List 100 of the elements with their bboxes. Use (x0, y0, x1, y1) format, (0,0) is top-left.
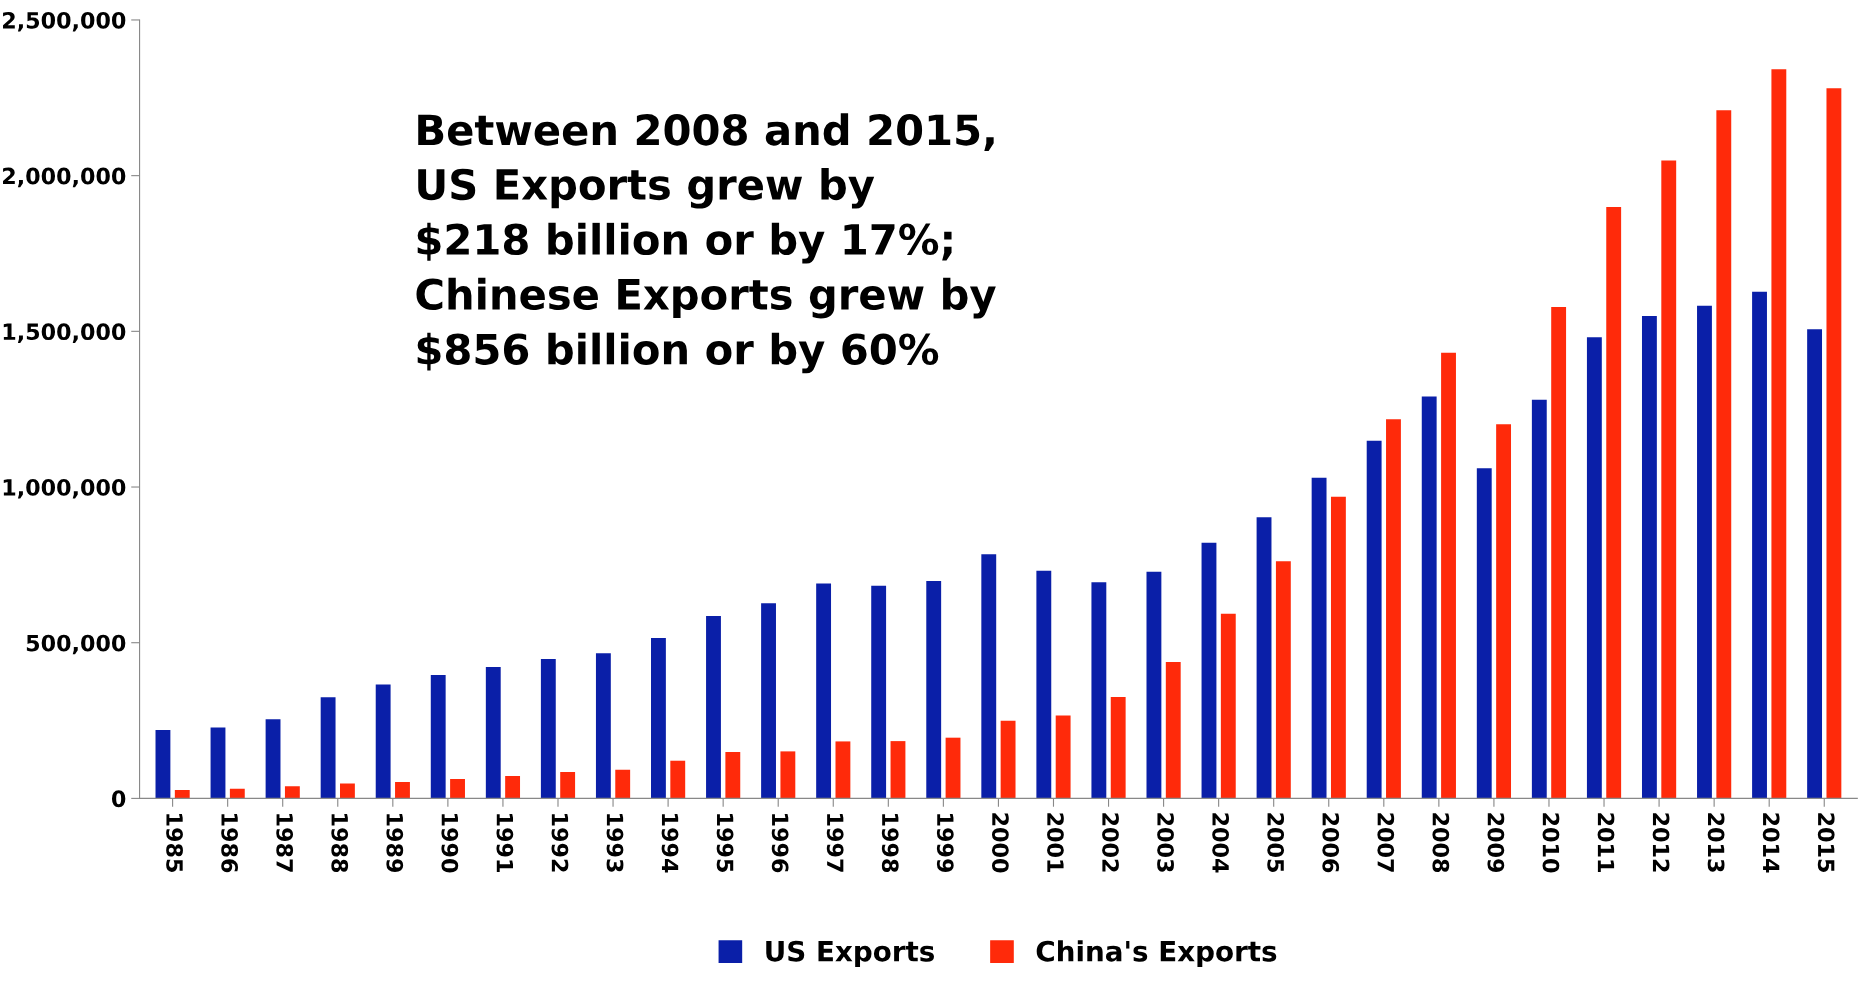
bar (945, 737, 961, 799)
bar (1275, 561, 1291, 799)
x-tick-label: 2009 (1487, 813, 1505, 873)
y-tick-label: 1,500,000 (3, 323, 126, 343)
bar (340, 783, 355, 799)
bar (1441, 352, 1456, 799)
bar (706, 615, 721, 799)
x-tick-label: 1985 (166, 814, 183, 872)
bar (395, 781, 410, 799)
x-tick-label: 1998 (881, 814, 899, 873)
bar (505, 775, 521, 799)
x-tick-label: 1990 (441, 814, 459, 873)
y-tick-label: 2,500,000 (3, 11, 126, 32)
bar (1807, 329, 1823, 799)
bar (816, 583, 832, 799)
bar (981, 554, 997, 799)
x-tick-label: 2010 (1542, 813, 1560, 873)
bar (595, 653, 611, 799)
bar (1220, 613, 1236, 799)
bar (780, 751, 796, 799)
bar (1091, 582, 1107, 799)
legend-label: China's Exports (1036, 940, 1277, 968)
bar (670, 760, 686, 799)
bar (1531, 399, 1547, 799)
bar (1606, 207, 1622, 799)
bar (725, 752, 741, 799)
bar (1110, 696, 1126, 799)
x-tick-label: 1996 (771, 814, 789, 873)
x-tick-label: 2000 (991, 813, 1009, 873)
x-tick-label: 2014 (1762, 813, 1780, 873)
bar (1055, 715, 1071, 799)
bar (1165, 662, 1181, 799)
x-tick-label: 2007 (1377, 813, 1395, 872)
bar (1000, 720, 1016, 799)
bar (155, 729, 171, 799)
bar (1716, 110, 1732, 799)
x-tick-label: 1992 (551, 814, 569, 872)
bar (926, 581, 942, 799)
annotation: Between 2008 and 2015, US Exports grew by $218 billion or by 17%; Chinese Exports grew by $856 billion or by 60% (416, 113, 996, 374)
bar (615, 769, 631, 799)
bar (1330, 496, 1346, 799)
x-tick-label: 2005 (1267, 813, 1285, 872)
bar (1697, 305, 1712, 799)
bar (174, 789, 190, 799)
bar (1551, 307, 1567, 799)
bar (651, 638, 666, 799)
x-tick-label: 2012 (1652, 813, 1670, 872)
x-tick-label: 1986 (221, 814, 239, 873)
y-tick-label: 2,000,000 (3, 167, 126, 188)
x-tick-label: 2013 (1707, 813, 1725, 872)
bar (1036, 570, 1052, 799)
bar (1826, 88, 1842, 799)
bar (485, 667, 501, 799)
y-tick-label: 500,000 (26, 634, 126, 655)
x-tick-label: 2008 (1432, 813, 1450, 873)
bar (890, 741, 906, 799)
bar (540, 658, 556, 799)
bar (1386, 419, 1401, 799)
bar (320, 697, 336, 799)
bar (1496, 424, 1512, 799)
bar (1146, 571, 1162, 799)
y-tick-label: 1,000,000 (3, 478, 126, 499)
x-tick-label: 1988 (331, 814, 349, 873)
x-tick-label: 2015 (1817, 813, 1835, 872)
bar (375, 684, 391, 799)
bar (1201, 542, 1217, 799)
legend-label: US Exports (766, 940, 934, 968)
bar (1366, 440, 1382, 799)
bar (560, 771, 576, 799)
x-tick-label: 1999 (936, 814, 954, 873)
x-tick-label: 2003 (1157, 813, 1174, 872)
bar (1752, 291, 1767, 799)
bar (1586, 337, 1602, 799)
bar (229, 788, 245, 799)
bar (761, 603, 776, 799)
bar (284, 786, 300, 799)
bar (1311, 477, 1327, 799)
bar (210, 727, 226, 799)
x-tick-label: 1989 (386, 814, 404, 873)
bar (871, 585, 887, 799)
x-tick-label: 1987 (276, 814, 294, 872)
x-tick-label: 1993 (606, 814, 624, 872)
x-tick-label: 1997 (826, 814, 844, 872)
bar (1641, 316, 1657, 799)
bar (1771, 69, 1787, 799)
x-tick-label: 2006 (1322, 813, 1340, 873)
bar (1421, 396, 1437, 799)
bar (1661, 160, 1677, 799)
bar (1256, 517, 1272, 799)
x-tick-label: 1995 (716, 814, 734, 872)
x-tick-label: 2011 (1597, 813, 1615, 872)
x-tick-label: 2002 (1102, 813, 1119, 872)
bar (835, 741, 851, 799)
bar (450, 779, 465, 799)
x-tick-label: 1991 (496, 814, 514, 872)
bar (430, 675, 446, 799)
x-tick-label: 2001 (1047, 813, 1064, 872)
x-tick-label: 1994 (661, 814, 679, 873)
bar (1476, 468, 1492, 799)
y-tick-label: 0 (111, 790, 126, 808)
